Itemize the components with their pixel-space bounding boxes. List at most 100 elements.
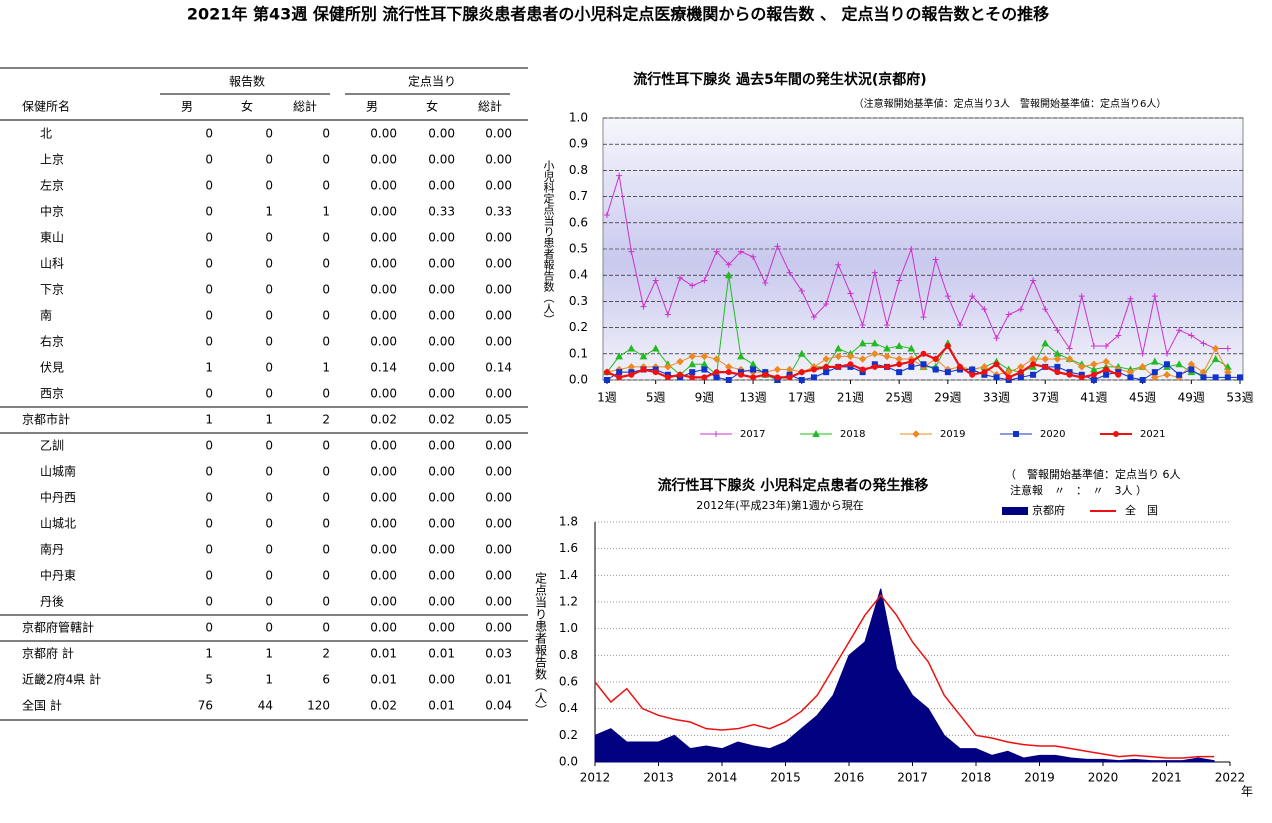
cell: 1 [265, 205, 273, 219]
marker [750, 374, 757, 381]
row-label: 京都府管轄計 [22, 620, 94, 635]
y-tick-label: 0.6 [569, 215, 588, 229]
marker [1054, 327, 1061, 334]
cell: 0.00 [370, 231, 397, 245]
cell: 0.00 [485, 179, 512, 193]
marker [1078, 293, 1085, 300]
cell: 1 [205, 361, 213, 375]
cell: 0 [322, 439, 330, 453]
marker [689, 369, 696, 376]
marker [737, 371, 744, 378]
cell: 0.00 [485, 127, 512, 141]
cell: 0.14 [485, 361, 512, 375]
cell: 0.02 [370, 699, 397, 713]
cell: 0.00 [428, 387, 455, 401]
marker [1090, 377, 1097, 383]
marker [1005, 374, 1012, 381]
row-label: 中丹東 [40, 568, 76, 583]
y-tick-label: 0.9 [569, 137, 588, 151]
y-axis-label: 小児科定点当り患者報告数（人） [542, 160, 555, 325]
cell: 0.00 [370, 439, 397, 453]
cell: 0.00 [428, 309, 455, 323]
marker [908, 358, 915, 365]
marker [628, 248, 635, 255]
series-line [606, 347, 1229, 378]
marker [664, 363, 672, 371]
legend-marker [1113, 431, 1119, 437]
marker [1078, 363, 1086, 371]
marker [883, 321, 890, 328]
x-tick-label: 2012 [580, 771, 611, 785]
cell: 0.04 [485, 699, 512, 713]
cell: 0 [265, 569, 273, 583]
x-tick-label: 49週 [1178, 391, 1205, 405]
cell: 0.00 [428, 543, 455, 557]
cell: 2 [322, 647, 330, 661]
marker [1151, 373, 1159, 382]
marker [834, 352, 842, 361]
marker [908, 363, 915, 370]
cell: 0.01 [428, 647, 455, 661]
row-label: 山科 [40, 257, 64, 271]
row-label: 京都市計 [22, 412, 70, 427]
marker [993, 361, 1000, 368]
marker [1065, 355, 1074, 363]
group-header: 定点当り [408, 74, 456, 89]
marker [1054, 363, 1061, 370]
cell: 0 [322, 335, 330, 349]
y-tick-label: 0.2 [559, 728, 578, 742]
row-label: 南丹 [40, 542, 64, 557]
marker [713, 248, 720, 255]
y-tick-label: 0.5 [569, 242, 588, 256]
cell: 0 [322, 491, 330, 505]
marker [1042, 306, 1049, 313]
marker [652, 277, 659, 284]
marker [895, 341, 903, 349]
marker [859, 366, 866, 373]
row-label: 右京 [40, 334, 64, 349]
y-tick-label: 1.6 [559, 541, 578, 555]
cell: 0 [205, 335, 213, 349]
marker [932, 356, 939, 363]
marker [1102, 357, 1110, 366]
marker [774, 243, 781, 250]
cell: 0 [322, 621, 330, 635]
marker [834, 344, 843, 352]
x-tick-label: 25週 [886, 391, 913, 405]
marker [700, 352, 709, 361]
marker [944, 342, 951, 349]
cell: 1 [265, 413, 273, 427]
marker [1041, 355, 1049, 363]
x-tick-label: 45週 [1129, 391, 1156, 405]
cell: 76 [198, 699, 213, 713]
cell: 0.00 [370, 569, 397, 583]
row-label: 近畿2府4県 計 [22, 672, 101, 687]
cell: 0.00 [428, 673, 455, 687]
marker [1127, 374, 1134, 381]
marker [786, 374, 793, 381]
marker [798, 369, 805, 376]
marker [1042, 363, 1049, 370]
marker [1175, 360, 1183, 368]
cell: 1 [265, 673, 273, 687]
marker [786, 269, 793, 276]
cell: 0 [205, 257, 213, 271]
marker [774, 374, 781, 381]
row-label: 山城南 [40, 464, 76, 479]
marker [858, 339, 867, 347]
marker [1090, 371, 1097, 378]
y-tick-label: 1.8 [559, 515, 578, 529]
cell: 0 [322, 231, 330, 245]
cell: 0.00 [370, 517, 397, 531]
marker [688, 360, 697, 368]
y-tick-label: 0.1 [569, 346, 588, 360]
x-tick-label: 2021 [1151, 771, 1182, 785]
row-label: 中丹西 [40, 490, 76, 505]
legend-label: 京都府 [1032, 503, 1065, 517]
marker [1017, 374, 1024, 381]
marker [969, 371, 976, 378]
cell: 0.00 [485, 387, 512, 401]
legend-label: 2018 [840, 429, 865, 440]
cell: 0.00 [485, 543, 512, 557]
legend-marker [1013, 431, 1019, 437]
